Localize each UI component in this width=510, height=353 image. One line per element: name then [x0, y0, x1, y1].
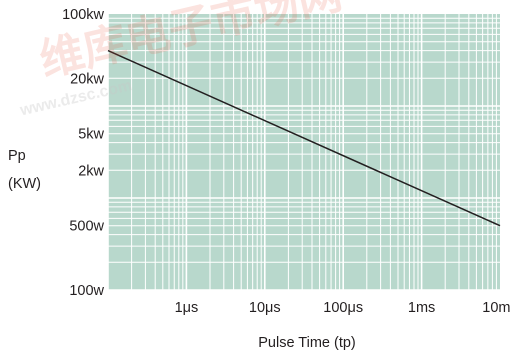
y-tick-label: 100kw [62, 7, 104, 23]
y-tick-labels: 100kw 20kw 5kw 2kw 500w 100w [62, 7, 104, 299]
series-line [107, 49, 501, 227]
y-axis-title-line-2: (KW) [8, 176, 41, 192]
x-tick-label: 1μs [175, 300, 199, 316]
x-tick-label: 1ms [408, 300, 435, 316]
x-tick-label: 100μs [323, 300, 363, 316]
x-tick-label: 10μs [249, 300, 281, 316]
plot-background [108, 14, 500, 290]
y-tick-label: 100w [69, 283, 104, 299]
series-layer [107, 49, 501, 227]
y-axis-title-line-1: Pp [8, 148, 26, 164]
x-axis-title: Pulse Time (tp) [258, 335, 356, 351]
grid [107, 14, 500, 291]
y-tick-label: 20kw [70, 71, 104, 87]
x-tick-labels: 1μs 10μs 100μs 1ms 10ms [175, 300, 510, 316]
y-tick-label: 2kw [78, 163, 104, 179]
y-tick-label: 5kw [78, 127, 104, 143]
y-tick-label: 500w [69, 219, 104, 235]
x-tick-label: 10ms [482, 300, 510, 316]
